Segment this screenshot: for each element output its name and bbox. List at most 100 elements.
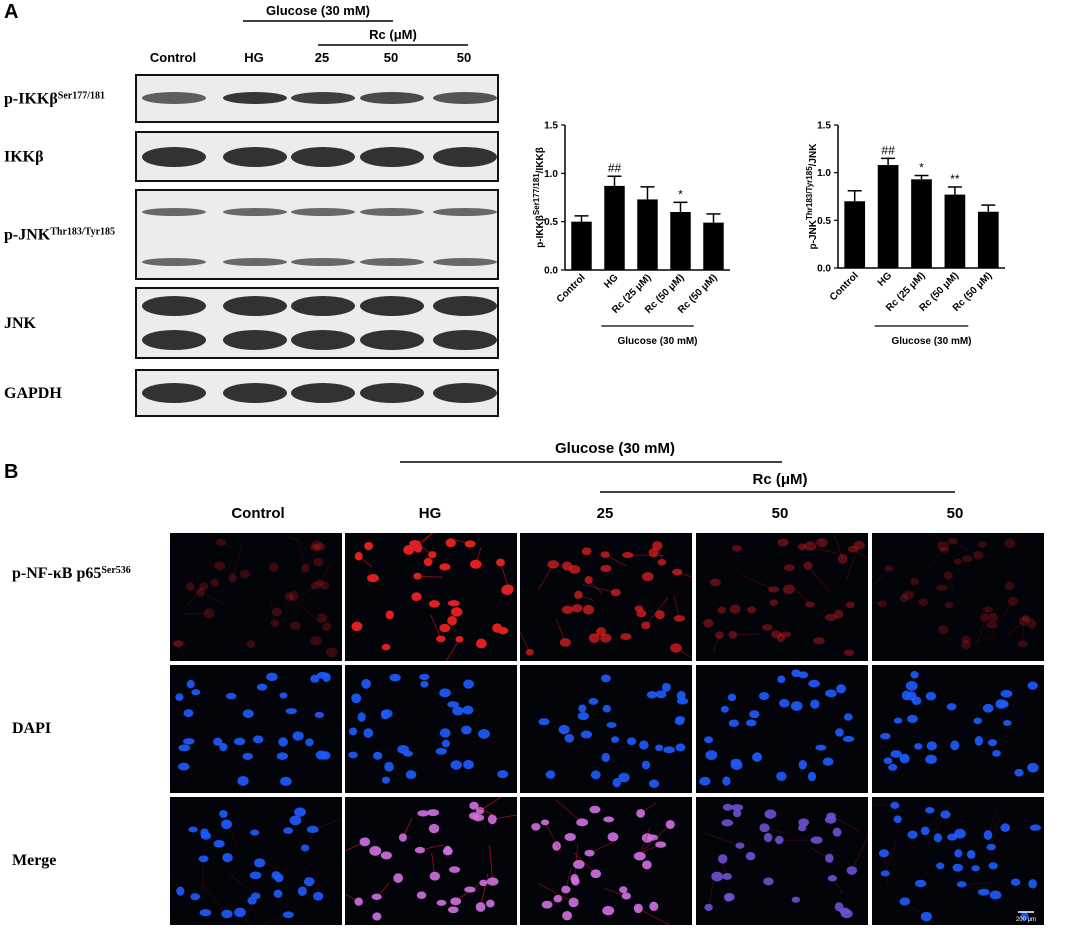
cell <box>944 601 954 609</box>
micrograph <box>345 665 517 793</box>
cell <box>933 833 943 843</box>
cell <box>699 776 711 786</box>
cell <box>914 743 923 750</box>
cell <box>439 623 451 633</box>
cell <box>203 608 215 619</box>
row-label: p-NF-κB p65Ser536 <box>12 565 131 583</box>
cell <box>1004 581 1015 591</box>
cell <box>925 691 937 701</box>
cell <box>496 558 506 567</box>
cell <box>843 649 855 657</box>
cell <box>761 623 773 631</box>
significance-marker: ** <box>950 172 960 186</box>
cell <box>280 776 292 787</box>
cell <box>428 551 437 559</box>
cell <box>439 728 451 738</box>
cell <box>178 744 191 752</box>
cell-process <box>952 540 967 551</box>
cell <box>950 740 960 751</box>
micrograph <box>344 796 518 925</box>
cell <box>791 669 801 678</box>
bar <box>977 211 999 268</box>
inhibitor-label: Rc (μM) <box>752 471 807 488</box>
cell <box>906 691 917 701</box>
blot-band <box>360 330 424 350</box>
cell <box>310 581 321 590</box>
cell <box>348 751 358 759</box>
cell <box>641 833 653 843</box>
cell-process <box>220 541 235 550</box>
cell <box>289 621 301 630</box>
cell <box>487 814 497 825</box>
cell <box>409 540 421 547</box>
cell <box>729 604 741 614</box>
cell-process <box>313 869 319 897</box>
cell <box>989 890 1002 900</box>
cell <box>777 675 786 684</box>
blot-label: GAPDH <box>4 385 62 402</box>
cell <box>577 712 589 721</box>
bar <box>911 179 932 268</box>
cell <box>590 770 601 780</box>
cell <box>711 871 724 882</box>
cell <box>810 699 820 709</box>
cell <box>914 879 927 888</box>
cell <box>469 801 479 810</box>
cell <box>429 871 441 881</box>
cell <box>674 718 685 726</box>
cell <box>652 541 663 551</box>
cell <box>835 728 844 737</box>
cell <box>807 771 817 782</box>
blot-band <box>142 92 206 104</box>
cell <box>595 627 607 636</box>
cell <box>622 551 634 559</box>
cell-process <box>883 853 889 885</box>
cell <box>222 853 233 863</box>
blot-band <box>142 147 206 167</box>
cell <box>428 600 440 608</box>
blot-band <box>360 92 424 104</box>
cell <box>648 779 660 788</box>
cell <box>254 858 266 868</box>
cell <box>1004 538 1016 549</box>
cell <box>553 894 563 903</box>
cell-process <box>304 826 317 849</box>
cell <box>661 682 671 692</box>
cell <box>905 680 918 691</box>
blot-band <box>433 383 497 403</box>
blot-band <box>433 147 497 167</box>
cell-process <box>852 548 869 560</box>
cell <box>837 553 848 564</box>
blot-band <box>223 92 287 104</box>
panel-label: B <box>4 461 18 483</box>
cell <box>175 693 184 702</box>
micrograph <box>170 665 342 793</box>
cell <box>926 741 937 751</box>
bar <box>844 201 866 268</box>
cell <box>322 672 331 683</box>
bar <box>703 222 724 270</box>
cell <box>372 751 383 760</box>
cell <box>225 692 237 700</box>
cell <box>600 551 610 559</box>
cell <box>920 826 930 836</box>
image-background <box>696 533 868 661</box>
blot-label: JNK <box>4 315 37 332</box>
label-superscript: Ser177/181 <box>532 173 541 215</box>
cell-process <box>479 796 502 811</box>
cell <box>710 578 721 587</box>
cell <box>824 815 837 824</box>
cell <box>1000 689 1013 698</box>
cell-process <box>189 586 226 606</box>
cell <box>641 621 651 630</box>
cell <box>213 561 226 571</box>
cell <box>610 588 621 597</box>
cell <box>925 806 935 814</box>
cell <box>778 699 790 708</box>
cell <box>250 892 261 900</box>
cell <box>351 621 363 632</box>
blot-band <box>142 383 206 403</box>
cell <box>562 911 573 921</box>
cell <box>655 841 667 848</box>
cell <box>361 678 372 689</box>
